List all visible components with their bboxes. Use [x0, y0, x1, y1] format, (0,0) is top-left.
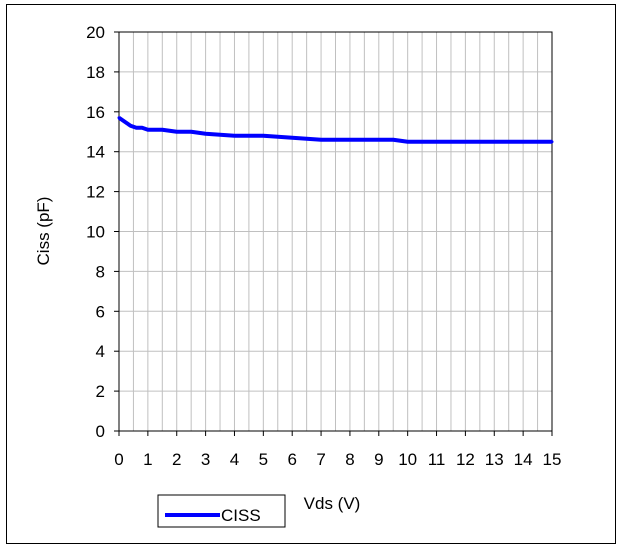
y-tick-label: 0 — [96, 422, 105, 441]
x-tick-label: 7 — [316, 450, 325, 469]
data-point-ciss — [146, 128, 150, 132]
data-point-ciss — [160, 128, 164, 132]
y-tick-label: 20 — [86, 23, 105, 42]
x-tick-label: 3 — [201, 450, 210, 469]
y-tick-label: 18 — [86, 63, 105, 82]
series-layer — [117, 116, 554, 144]
legend-box — [157, 494, 286, 528]
x-tick-label: 11 — [428, 450, 446, 469]
data-point-ciss — [406, 140, 410, 144]
data-point-ciss — [435, 140, 439, 144]
data-point-ciss — [117, 116, 121, 120]
y-tick-label: 16 — [86, 103, 105, 122]
ciss-chart: 0 1 2 3 4 5 6 7 8 9 10 11 12 13 14 1502468101214161820 … — [34, 23, 561, 528]
data-point-ciss — [492, 140, 496, 144]
x-tick-label: 8 — [345, 450, 354, 469]
x-tick-label: 1 — [143, 450, 152, 469]
data-point-ciss — [391, 138, 395, 142]
x-tick-label: 15 — [543, 450, 562, 469]
data-point-ciss — [129, 124, 133, 128]
data-point-ciss — [140, 126, 144, 130]
x-tick-label: 9 — [374, 450, 383, 469]
data-point-ciss — [348, 138, 352, 142]
x-tick-label: 13 — [485, 450, 504, 469]
y-tick-label: 10 — [86, 223, 105, 242]
x-tick-label: 5 — [259, 450, 268, 469]
data-point-ciss — [550, 140, 554, 144]
x-tick-label: 14 — [514, 450, 533, 469]
data-point-ciss — [521, 140, 525, 144]
chart-frame: 0 1 2 3 4 5 6 7 8 9 10 11 12 13 14 15 0 2 4 6 8 10 12 14 16 18 20 … — [6, 4, 616, 544]
y-tick-label: 4 — [96, 342, 105, 361]
data-point-ciss — [290, 136, 294, 140]
legend: CISS — [157, 494, 286, 528]
data-point-ciss — [377, 138, 381, 142]
grid-lines — [119, 32, 552, 431]
y-tick-label: 14 — [86, 143, 105, 162]
x-tick-label: 2 — [172, 450, 181, 469]
y-axis-title: Ciss (pF) — [34, 197, 53, 266]
data-point-ciss — [261, 134, 265, 138]
data-point-ciss — [134, 126, 138, 130]
x-tick-label: 6 — [287, 450, 296, 469]
data-point-ciss — [123, 120, 127, 124]
data-point-ciss — [204, 132, 208, 136]
x-tick-label: 10 — [398, 450, 417, 469]
y-tick-label: 6 — [96, 302, 105, 321]
data-point-ciss — [319, 138, 323, 142]
data-point-ciss — [175, 130, 179, 134]
axis-ticks — [114, 31, 553, 436]
x-tick-label: 0 — [114, 450, 123, 469]
data-point-ciss — [232, 134, 236, 138]
x-tick-label: 12 — [456, 450, 475, 469]
data-point-ciss — [463, 140, 467, 144]
x-tick-label: 4 — [230, 450, 239, 469]
data-point-ciss — [189, 130, 193, 134]
y-tick-label: 8 — [96, 262, 105, 281]
y-tick-label: 2 — [96, 382, 105, 401]
x-axis-title: Vds (V) — [304, 494, 361, 513]
legend-label-ciss: CISS — [221, 506, 261, 525]
y-tick-label: 12 — [86, 183, 105, 202]
